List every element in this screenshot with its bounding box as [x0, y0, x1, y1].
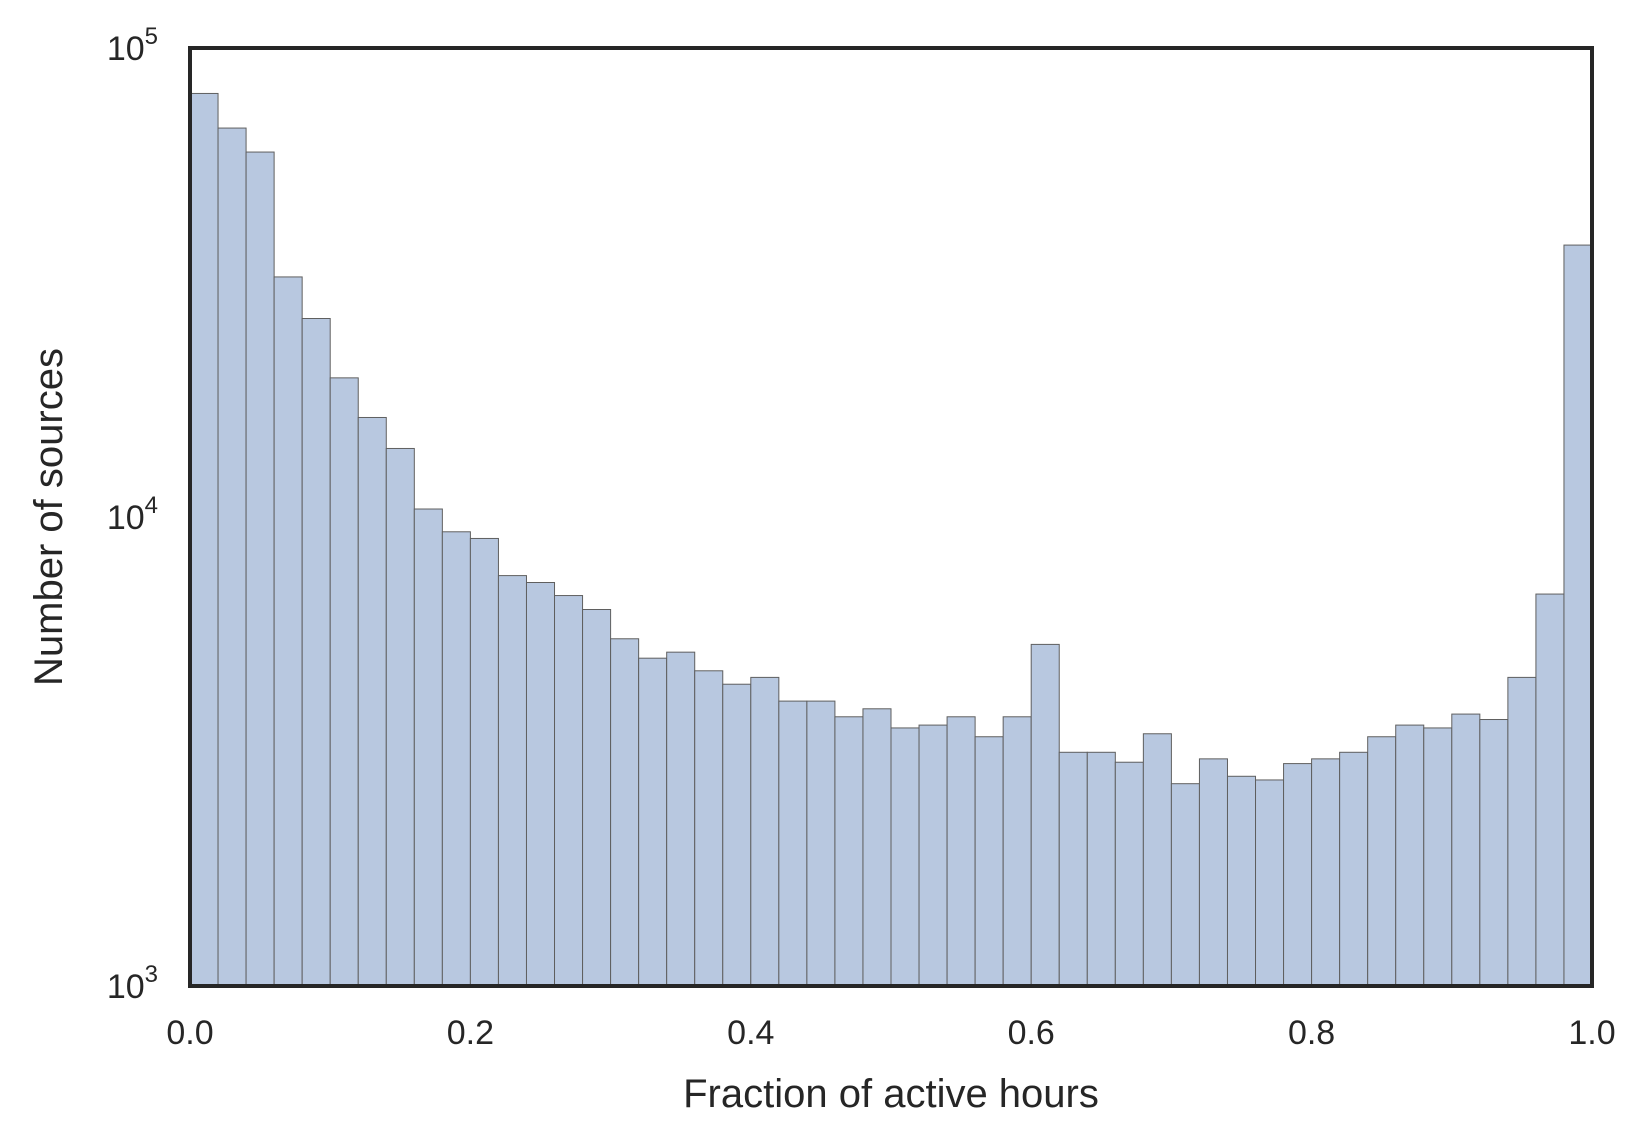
histogram-bar: [1423, 727, 1453, 987]
histogram-bar: [1283, 763, 1313, 987]
x-tick-label: 0.2: [447, 1014, 494, 1052]
histogram-bar: [1451, 713, 1481, 987]
histogram-bar: [834, 716, 864, 987]
histogram-bar: [1535, 593, 1565, 987]
histogram-bar: [357, 416, 387, 987]
histogram-bar: [1086, 751, 1116, 987]
histogram-bar: [1367, 736, 1397, 987]
histogram-bar: [638, 657, 668, 987]
histogram-bar: [1058, 751, 1088, 987]
histogram-bar: [1114, 761, 1144, 987]
histogram-bar: [1170, 783, 1200, 987]
histogram-bar: [1030, 643, 1060, 987]
y-tick-label: 103: [107, 961, 158, 1006]
histogram-bar: [441, 531, 471, 987]
histogram-bar: [1479, 719, 1509, 987]
histogram-bar: [918, 724, 948, 987]
histogram-bar: [1311, 758, 1341, 987]
histogram-bar: [946, 716, 976, 987]
histogram-bar: [610, 638, 640, 987]
x-tick-label: 0.8: [1288, 1014, 1335, 1052]
histogram-bar: [722, 683, 752, 987]
histogram-bar: [413, 508, 443, 987]
histogram-bar: [974, 736, 1004, 987]
y-tick-label: 105: [107, 23, 158, 68]
histogram-bar: [1563, 244, 1593, 987]
x-axis-label: Fraction of active hours: [683, 1072, 1099, 1116]
histogram-bar: [217, 127, 247, 987]
histogram-bar: [806, 700, 836, 987]
histogram-bar: [497, 575, 527, 987]
histogram-bar: [525, 582, 556, 987]
histogram-bar: [1226, 775, 1257, 987]
y-axis-label: Number of sources: [27, 348, 71, 686]
histogram-bar: [301, 318, 331, 987]
histogram-bar: [750, 676, 780, 987]
histogram-bar: [273, 276, 303, 987]
x-tick-label: 1.0: [1568, 1014, 1615, 1052]
histogram-bar: [329, 377, 359, 987]
histogram-bar: [666, 651, 696, 987]
x-tick-labels: 0.0 0.2 0.4 0.6 0.8 1.0: [166, 1014, 1615, 1052]
plot-frame: [188, 46, 1594, 988]
histogram-bar: [189, 92, 219, 987]
histogram-bar: [385, 447, 415, 987]
histogram-bar: [1002, 716, 1032, 987]
histogram-bar: [694, 670, 724, 987]
histogram-bar: [582, 609, 612, 987]
y-tick-labels: 105 104 103: [107, 23, 158, 1006]
histogram-bar: [1198, 758, 1228, 987]
histogram-bar: [862, 708, 892, 987]
histogram-bar: [1507, 676, 1537, 987]
histogram-bar: [890, 727, 920, 987]
histogram-bar: [554, 595, 584, 987]
x-tick-label: 0.0: [166, 1014, 213, 1052]
y-tick-label: 104: [107, 492, 158, 537]
histogram-bar: [778, 700, 808, 987]
x-tick-label: 0.6: [1008, 1014, 1055, 1052]
x-tick-label: 0.4: [727, 1014, 774, 1052]
histogram-bar: [1255, 779, 1285, 987]
histogram-bar: [245, 151, 275, 987]
bars-layer: [189, 92, 1593, 987]
histogram-bar: [1339, 751, 1369, 987]
histogram-bar: [1142, 733, 1172, 987]
histogram-bar: [469, 537, 499, 987]
histogram-bar: [1395, 724, 1425, 987]
